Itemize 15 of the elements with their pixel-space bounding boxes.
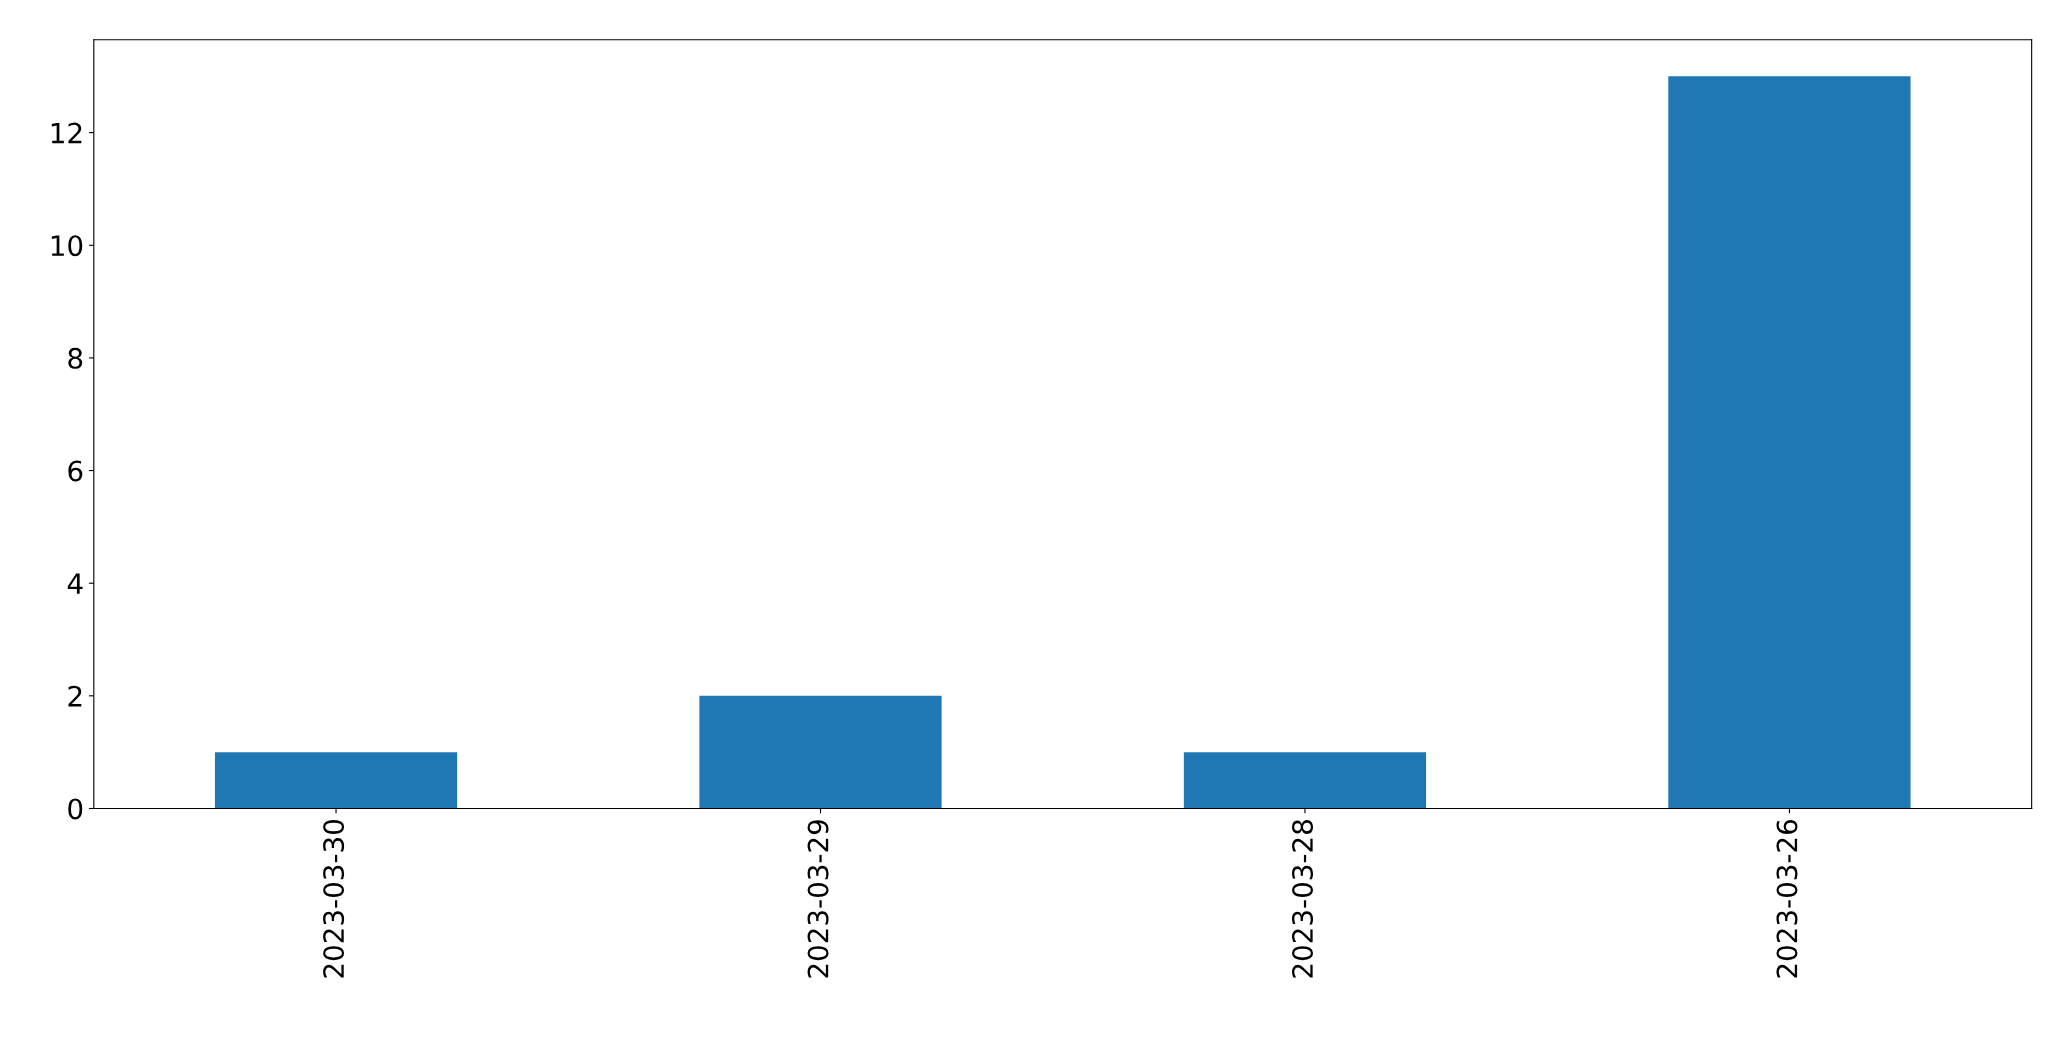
y-tick-label: 12 xyxy=(51,122,82,144)
x-tick-label: 2023-03-26 xyxy=(1776,819,1798,978)
x-tick-label: 2023-03-28 xyxy=(1292,820,1314,978)
bar xyxy=(214,752,458,809)
y-tick-label: 4 xyxy=(67,573,83,594)
x-tick-label: 2023-03-29 xyxy=(807,820,829,978)
y-tick-label: 10 xyxy=(51,235,83,257)
bar xyxy=(699,695,942,809)
y-tick-label: 0 xyxy=(68,798,83,820)
x-tick-label: 2023-03-30 xyxy=(323,820,345,978)
y-tick-label: 6 xyxy=(68,460,83,482)
y-tick-label: 2 xyxy=(68,685,82,707)
bar xyxy=(1183,752,1427,809)
bar xyxy=(1668,76,1911,809)
y-tick-label: 8 xyxy=(68,347,83,369)
